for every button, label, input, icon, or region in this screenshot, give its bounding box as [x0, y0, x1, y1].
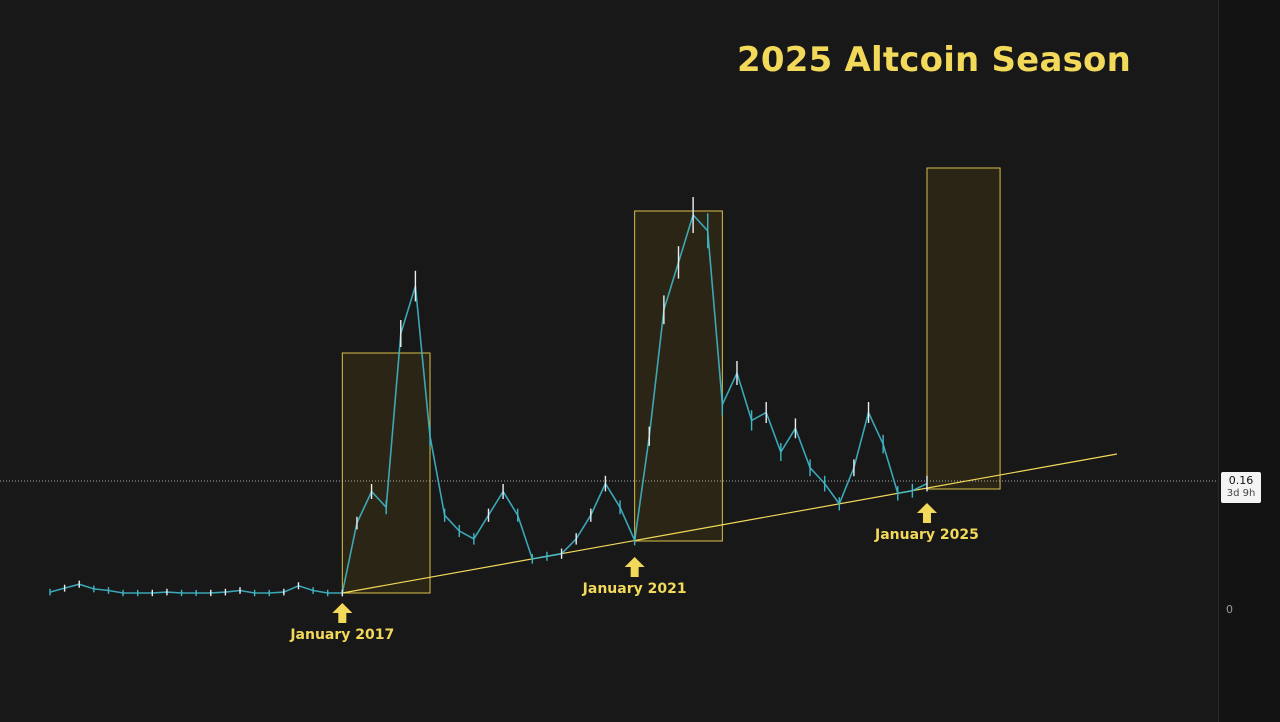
annotation-arrow-3	[916, 503, 937, 523]
price-axis[interactable]	[1218, 0, 1280, 722]
annotation-label-1: January 2017	[290, 627, 395, 643]
candle-countdown: 3d 9h	[1226, 488, 1256, 499]
price-tick-zero: 0	[1226, 603, 1233, 616]
annotation-arrow-2	[624, 557, 645, 577]
season-box-1	[341, 352, 431, 594]
last-price-value: 0.16	[1228, 474, 1254, 487]
season-box-2	[634, 210, 723, 542]
annotation-label-3: January 2025	[874, 527, 979, 543]
price-series-line	[49, 213, 928, 594]
annotation-arrow-1	[332, 603, 353, 623]
chart-area[interactable]	[0, 0, 1218, 722]
chart-title: 2025 Altcoin Season	[737, 40, 1131, 80]
annotation-label-2: January 2021	[582, 581, 687, 597]
season-box-3	[926, 167, 1001, 490]
last-price-badge: 0.16 3d 9h	[1221, 472, 1261, 503]
support-trendline	[342, 453, 1118, 594]
